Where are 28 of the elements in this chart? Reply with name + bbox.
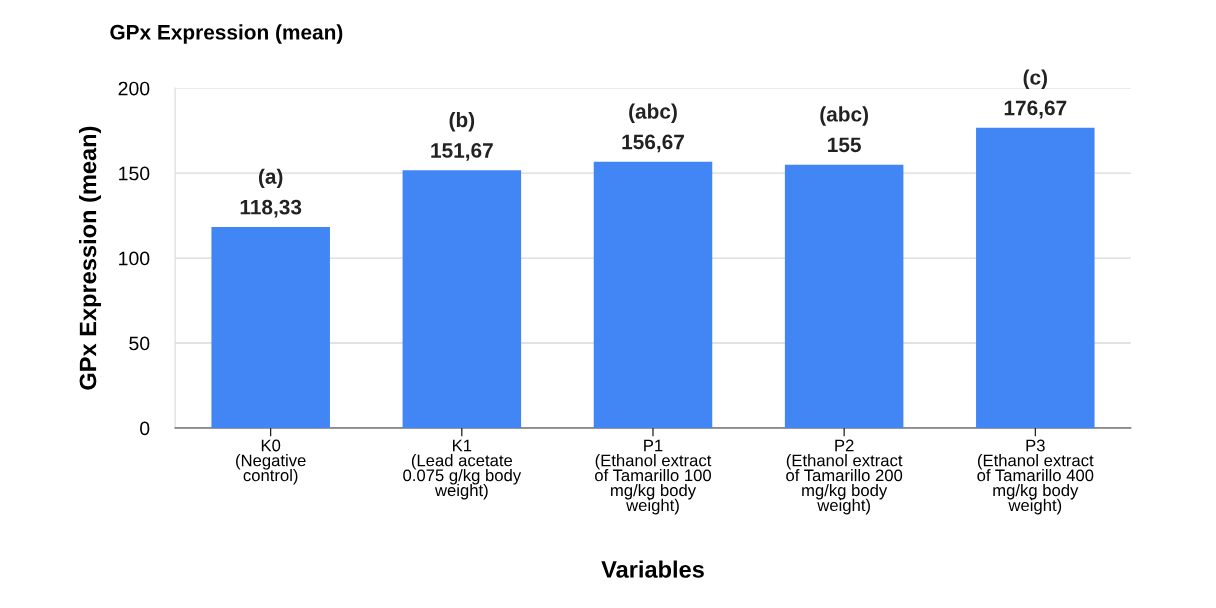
- chart-title: GPx Expression (mean): [110, 24, 343, 44]
- annotation: (abc): [820, 106, 868, 126]
- bar: [211, 226, 330, 429]
- y-tick-label: 0: [140, 421, 150, 436]
- annotation: (a): [258, 168, 283, 189]
- y-tick-label: 50: [129, 336, 150, 351]
- annotation: (abc): [629, 103, 677, 123]
- x-tick-label: K1 (Lead acetate 0.075 g/kg body weight): [403, 439, 522, 500]
- x-tick-label: K0 (Negative control): [236, 439, 306, 485]
- annotation: (b): [449, 111, 475, 132]
- x-axis-title: Variables: [601, 560, 704, 578]
- annotation: (c): [1023, 69, 1047, 89]
- data-label: 155: [828, 137, 861, 153]
- bar: [784, 164, 904, 429]
- data-label: 118,33: [240, 199, 302, 218]
- y-tick-label: 100: [119, 251, 150, 266]
- y-tick-label: 200: [118, 81, 150, 96]
- data-label: 176,67: [1004, 100, 1067, 119]
- x-tick-label: P1 (Ethanol extract of Tamarillo 100 mg/kg body weight): [595, 439, 712, 515]
- bar: [402, 170, 522, 429]
- bar: [976, 127, 1095, 429]
- x-tick-label: P2 (Ethanol extract of Tamarillo 200 mg/kg body weight): [786, 439, 903, 515]
- y-axis-title: GPx Expression (mean): [78, 126, 101, 390]
- y-tick-label: 150: [119, 166, 150, 181]
- x-tick-label: P3 (Ethanol extract of Tamarillo 400 mg/kg body weight): [977, 439, 1094, 515]
- bar: [593, 161, 713, 429]
- data-label: 156,67: [622, 134, 684, 153]
- data-label: 151,67: [431, 143, 493, 161]
